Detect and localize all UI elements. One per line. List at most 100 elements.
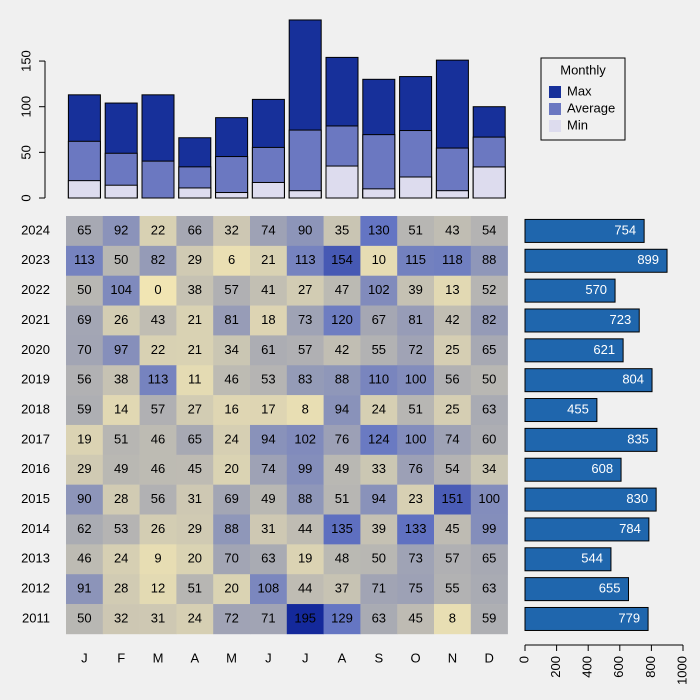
heat-cell [176, 365, 214, 396]
x-category-label: A [190, 650, 199, 665]
bar [524, 368, 653, 393]
value-label: 621 [593, 342, 615, 357]
cell-label: 53 [261, 372, 275, 387]
bar [524, 248, 668, 273]
y-category-label: 2018 [21, 401, 50, 416]
x-category-label: S [374, 650, 383, 665]
cell-label: 20 [224, 581, 238, 596]
cell-label: 99 [482, 521, 496, 536]
heat-cell [397, 544, 435, 575]
heat-cell [139, 216, 177, 247]
value-label: 754 [614, 222, 636, 237]
cell-label: 56 [77, 372, 91, 387]
heat-cell [434, 395, 472, 426]
heat-cell [434, 604, 472, 635]
cell-label: 47 [335, 282, 349, 297]
cell-label: 38 [114, 372, 128, 387]
heat-cell [470, 424, 508, 456]
cell-label: 102 [368, 282, 390, 297]
heat-cell [323, 216, 361, 247]
cell-label: 32 [114, 610, 128, 625]
heat-cell [213, 216, 251, 247]
cell-label: 97 [114, 342, 128, 357]
cell-label: 115 [405, 252, 426, 267]
heat-cell [434, 544, 472, 575]
cell-label: 69 [224, 491, 238, 506]
cell-label: 65 [188, 431, 202, 446]
heat-cell [66, 424, 104, 456]
heat-cell [66, 574, 104, 605]
cell-label: 110 [368, 372, 389, 387]
heat-cell [360, 245, 398, 276]
cell-label: 35 [335, 222, 349, 237]
heat-cell [250, 484, 288, 515]
cell-label: 76 [408, 461, 422, 476]
x-tick-label: 800 [643, 656, 658, 678]
cell-label: 135 [331, 521, 353, 536]
heat-cell [66, 365, 104, 396]
heat-cell [102, 514, 140, 545]
heat-cell [470, 604, 508, 635]
cell-label: 100 [405, 372, 427, 387]
cell-label: 73 [298, 312, 312, 327]
cell-label: 88 [224, 521, 238, 536]
heat-cell [470, 365, 508, 396]
heat-cell [434, 365, 472, 396]
heat-cell [139, 454, 177, 485]
cell-label: 65 [482, 551, 496, 566]
heat-cell [434, 574, 472, 605]
y-category-label: 2011 [22, 610, 50, 625]
heat-cell [397, 275, 435, 306]
cell-label: 20 [188, 551, 202, 566]
heat-cell [66, 544, 104, 575]
heat-cell [250, 275, 288, 306]
cell-label: 113 [74, 252, 95, 267]
cell-label: 25 [445, 342, 459, 357]
cell-label: 43 [151, 312, 165, 327]
cell-label: 39 [408, 282, 422, 297]
cell-label: 21 [188, 342, 202, 357]
heat-cell [139, 275, 177, 306]
cell-label: 62 [77, 521, 91, 536]
heat-cell [397, 216, 435, 247]
heat-cell [176, 514, 214, 545]
x-category-label: J [265, 650, 272, 665]
heat-cell [286, 574, 324, 605]
cell-label: 63 [372, 610, 386, 625]
x-category-label: M [226, 650, 237, 665]
heat-cell [139, 395, 177, 426]
heat-cell [139, 484, 177, 515]
bar [325, 165, 359, 199]
bar [524, 308, 640, 333]
value-label: 899 [637, 252, 659, 267]
value-label: 779 [618, 610, 640, 625]
cell-label: 17 [261, 401, 275, 416]
cell-label: 51 [408, 222, 422, 237]
heat-cell [66, 604, 104, 635]
cell-label: 90 [77, 491, 91, 506]
heat-cell [434, 245, 472, 276]
cell-label: 6 [228, 252, 235, 267]
heat-cell [286, 544, 324, 575]
cell-label: 53 [114, 521, 128, 536]
bar [67, 180, 101, 199]
cell-label: 124 [368, 431, 390, 446]
heat-cell [213, 395, 251, 426]
heat-cell [66, 454, 104, 485]
heat-cell [102, 604, 140, 635]
cell-label: 31 [151, 610, 165, 625]
y-category-label: 2016 [21, 461, 50, 476]
heat-cell [213, 544, 251, 575]
heat-cell [397, 514, 435, 545]
cell-label: 51 [408, 401, 422, 416]
cell-label: 81 [224, 312, 238, 327]
heat-cell [139, 335, 177, 366]
heat-cell [102, 574, 140, 605]
legend-label: Max [567, 83, 592, 98]
heat-cell [213, 245, 251, 276]
bar [524, 398, 598, 423]
cell-label: 32 [224, 222, 238, 237]
heat-cell [250, 514, 288, 545]
